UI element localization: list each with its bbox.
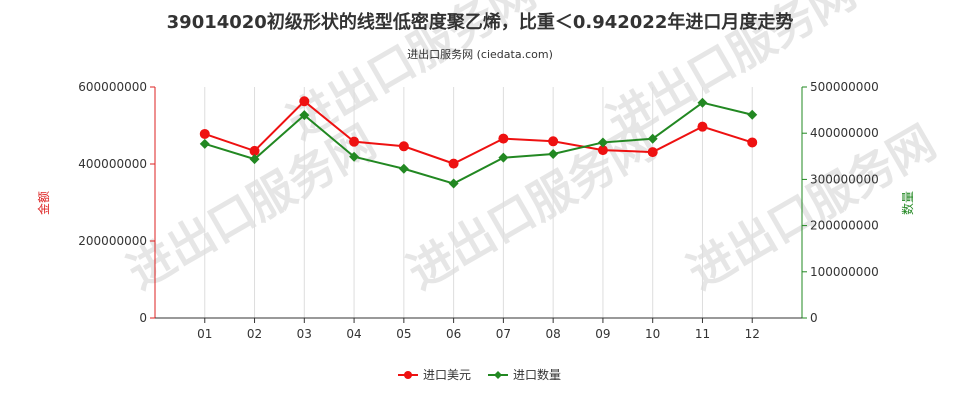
data-point xyxy=(249,145,260,156)
series-line xyxy=(204,101,753,185)
data-point xyxy=(249,154,260,165)
data-point xyxy=(349,151,360,162)
x-axis-tick-label: 10 xyxy=(645,327,660,341)
x-axis-tick-label: 11 xyxy=(695,327,710,341)
axes: 0 200000000 400000000 600000000 0 100000000 20… xyxy=(78,80,878,341)
left-axis-tick-label: 200000000 xyxy=(78,234,147,248)
x-axis-tick-label: 04 xyxy=(346,327,361,341)
data-point xyxy=(448,158,459,169)
right-axis-tick-label: 400000000 xyxy=(810,126,879,140)
data-point xyxy=(548,136,559,147)
data-point xyxy=(747,109,758,120)
legend-marker xyxy=(494,371,502,379)
left-axis-label: 金额 xyxy=(36,191,51,215)
legend[interactable]: 进口美元 进口数量 xyxy=(398,367,561,382)
right-axis-tick-label: 200000000 xyxy=(810,219,879,233)
watermark-text: 进出口服务网 xyxy=(119,115,385,300)
x-axis-tick-label: 06 xyxy=(446,327,461,341)
grid xyxy=(204,87,753,318)
x-axis-tick-label: 07 xyxy=(496,327,511,341)
series xyxy=(199,96,758,189)
x-axis-tick-label: 03 xyxy=(297,327,312,341)
data-point xyxy=(697,121,708,132)
right-axis-label: 数量 xyxy=(900,191,915,215)
data-point xyxy=(498,133,509,144)
x-axis-tick-label: 08 xyxy=(546,327,561,341)
left-axis-tick-label: 600000000 xyxy=(78,80,147,94)
data-point xyxy=(597,145,608,156)
x-axis-tick-label: 05 xyxy=(396,327,411,341)
data-point xyxy=(349,136,360,147)
chart-subtitle: 进出口服务网 (ciedata.com) xyxy=(407,47,553,61)
x-axis-tick-label: 02 xyxy=(247,327,262,341)
chart-title: 39014020初级形状的线型低密度聚乙烯，比重＜0.942022年进口月度走势 xyxy=(167,11,794,33)
data-point xyxy=(647,133,658,144)
data-point xyxy=(199,138,210,149)
x-axis-tick-label: 01 xyxy=(197,327,212,341)
legend-label: 进口美元 xyxy=(423,368,471,382)
data-point xyxy=(747,137,758,148)
right-axis-tick-label: 500000000 xyxy=(810,80,879,94)
right-axis-tick-label: 100000000 xyxy=(810,265,879,279)
data-point xyxy=(299,110,310,121)
data-point xyxy=(597,137,608,148)
data-point xyxy=(199,128,210,139)
legend-item[interactable]: 进口数量 xyxy=(488,367,561,382)
data-point xyxy=(647,147,658,158)
legend-item[interactable]: 进口美元 xyxy=(398,368,471,382)
data-point xyxy=(548,148,559,159)
data-point xyxy=(398,141,409,152)
legend-label: 进口数量 xyxy=(513,367,561,382)
data-point xyxy=(448,178,459,189)
x-axis-tick-label: 09 xyxy=(595,327,610,341)
right-axis-tick-label: 300000000 xyxy=(810,172,879,186)
x-axis-tick-label: 12 xyxy=(745,327,760,341)
series-line xyxy=(204,99,753,165)
right-axis-tick-label: 0 xyxy=(810,311,818,325)
data-point xyxy=(697,97,708,108)
left-axis-tick-label: 400000000 xyxy=(78,157,147,171)
data-point xyxy=(498,152,509,163)
legend-marker xyxy=(404,371,412,379)
data-point xyxy=(299,96,310,107)
left-axis-tick-label: 0 xyxy=(139,311,147,325)
data-point xyxy=(398,163,409,174)
